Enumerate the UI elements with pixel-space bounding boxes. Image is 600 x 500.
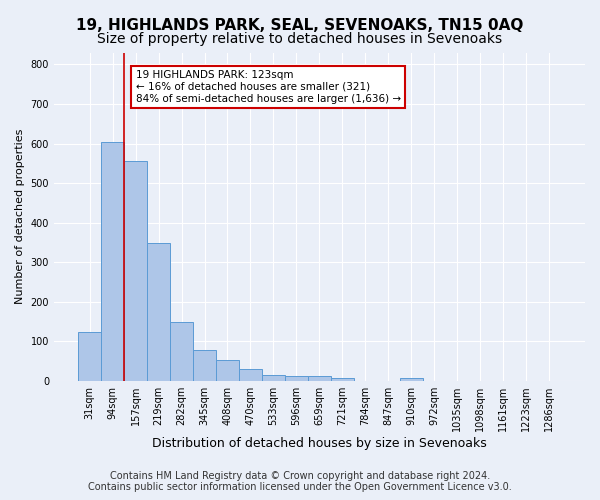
Bar [147,244,170,381]
Text: Size of property relative to detached houses in Sevenoaks: Size of property relative to detached ho… [97,32,503,46]
Text: 19, HIGHLANDS PARK, SEAL, SEVENOAKS, TN15 0AQ: 19, HIGHLANDS PARK, SEAL, SEVENOAKS, TN1… [76,18,524,32]
Bar [78,332,101,381]
Bar [101,142,124,381]
Bar [216,360,239,381]
Bar [239,369,262,381]
Bar [308,376,331,381]
Text: Contains HM Land Registry data © Crown copyright and database right 2024.
Contai: Contains HM Land Registry data © Crown c… [88,471,512,492]
Text: 19 HIGHLANDS PARK: 123sqm
← 16% of detached houses are smaller (321)
84% of semi: 19 HIGHLANDS PARK: 123sqm ← 16% of detac… [136,70,401,104]
Y-axis label: Number of detached properties: Number of detached properties [15,129,25,304]
Bar [170,322,193,381]
X-axis label: Distribution of detached houses by size in Sevenoaks: Distribution of detached houses by size … [152,437,487,450]
Bar [331,378,354,381]
Bar [262,375,285,381]
Bar [193,350,216,381]
Bar [400,378,423,381]
Bar [285,376,308,381]
Bar [124,162,147,381]
